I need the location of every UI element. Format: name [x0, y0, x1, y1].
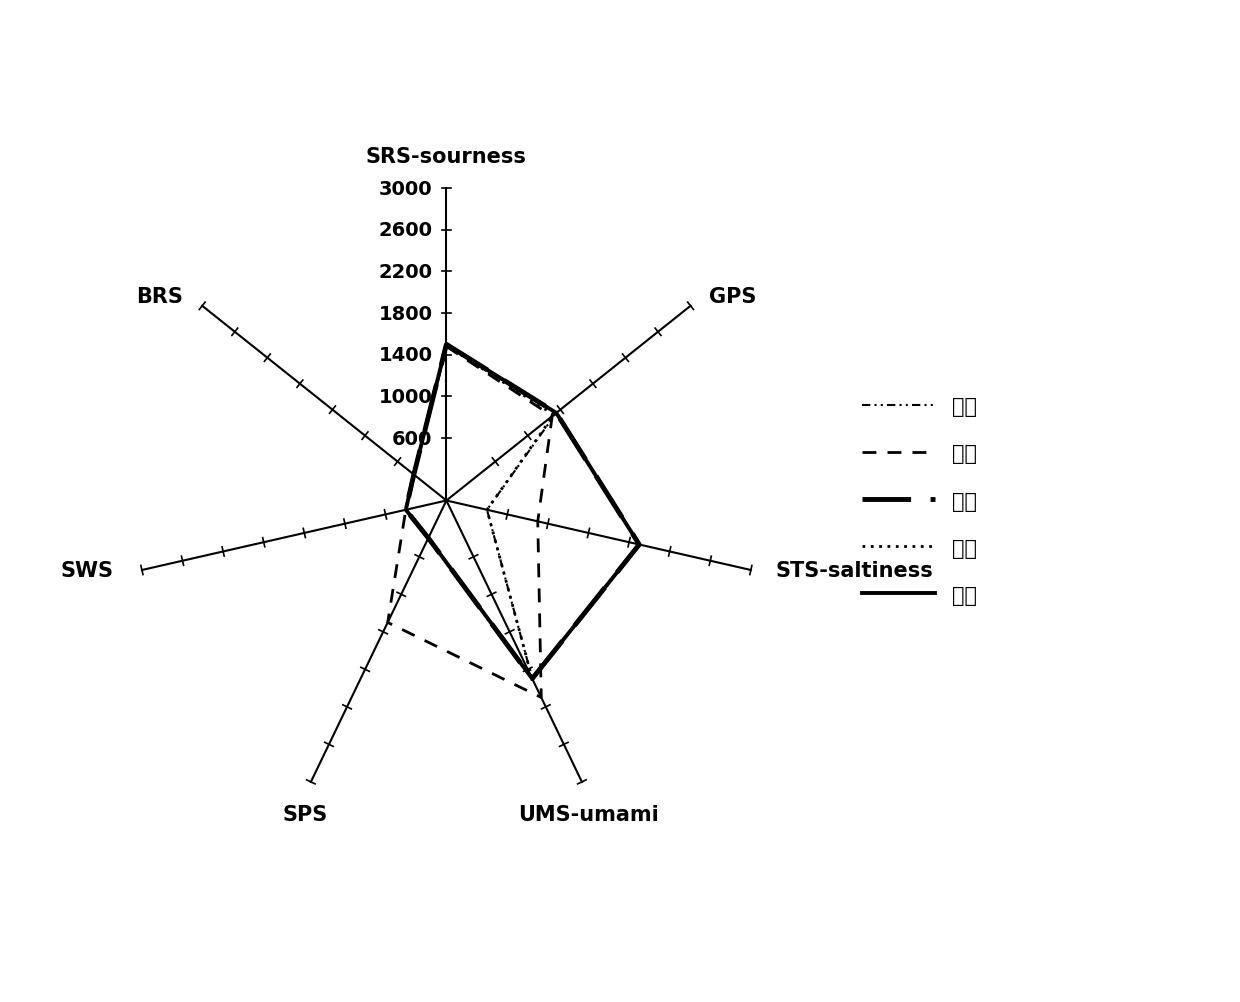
Text: STS-saltiness: STS-saltiness — [776, 560, 934, 580]
Text: SWS: SWS — [61, 560, 114, 580]
Text: 2200: 2200 — [378, 263, 433, 282]
Text: SRS-sourness: SRS-sourness — [366, 147, 527, 167]
Text: 1400: 1400 — [378, 346, 433, 365]
Text: 1000: 1000 — [378, 388, 433, 407]
Text: 600: 600 — [392, 429, 433, 448]
Text: SPS: SPS — [281, 804, 327, 824]
Text: UMS-umami: UMS-umami — [518, 804, 658, 824]
Text: 2600: 2600 — [378, 221, 433, 240]
Text: GPS: GPS — [709, 288, 756, 307]
Text: BRS: BRS — [136, 288, 184, 307]
Text: 3000: 3000 — [378, 179, 433, 198]
Legend: 华东, 华北, 西南, 华中, 西北: 华东, 华北, 西南, 华中, 西北 — [853, 389, 985, 613]
Text: 1800: 1800 — [378, 305, 433, 324]
